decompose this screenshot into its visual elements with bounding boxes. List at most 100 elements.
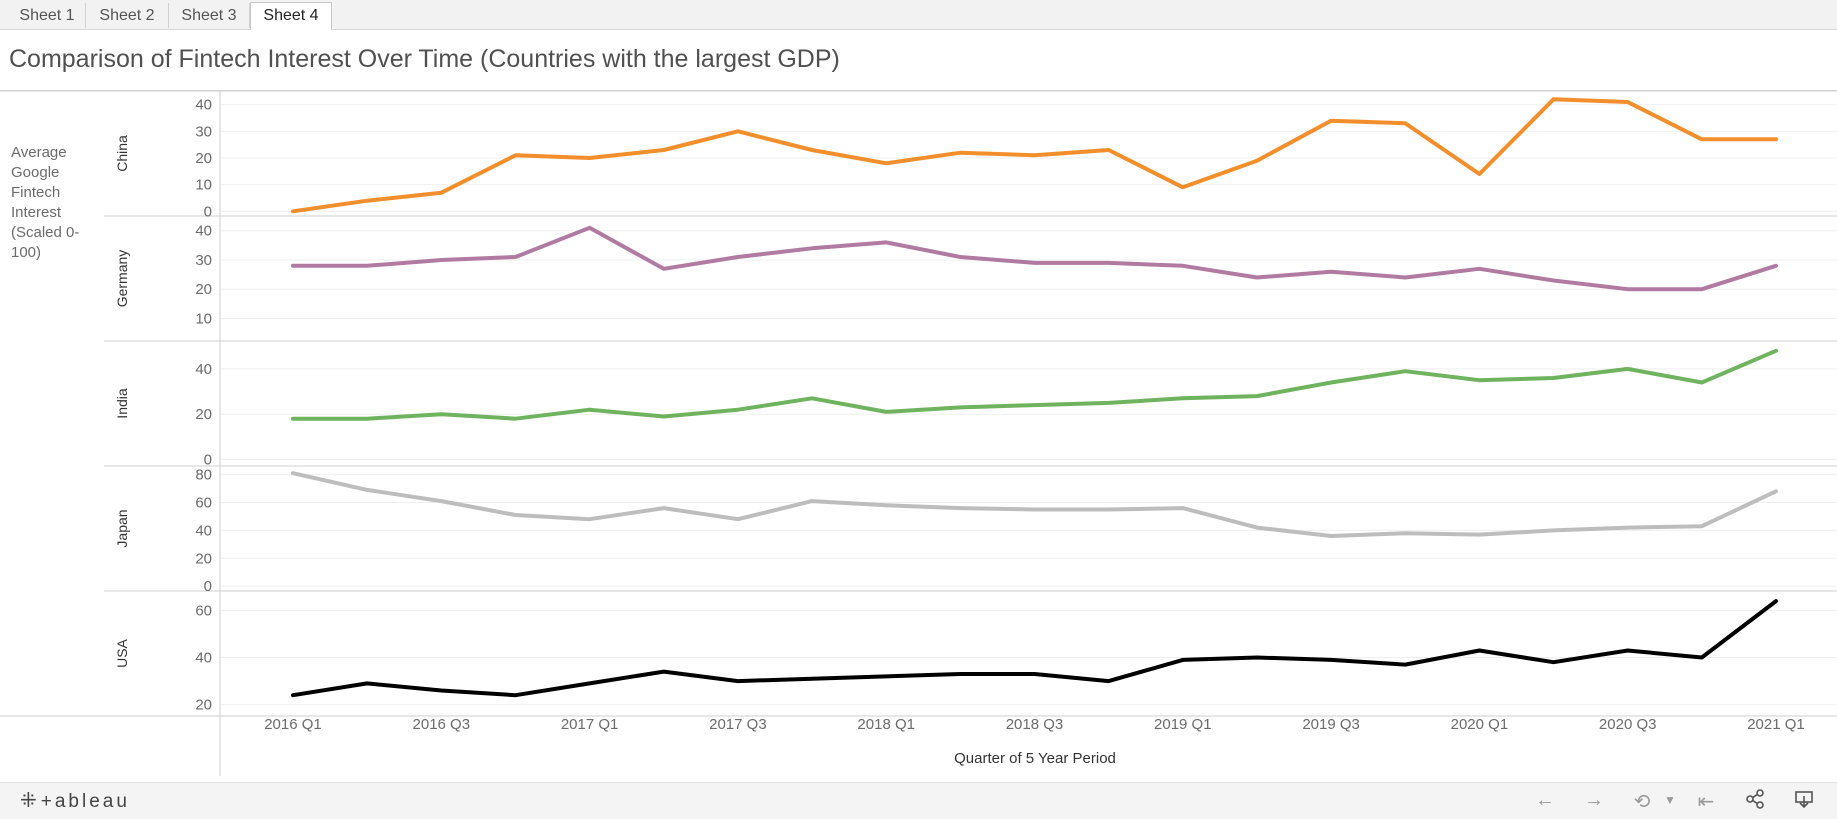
data-point-germany[interactable]	[1697, 284, 1707, 294]
data-point-germany[interactable]	[1400, 273, 1410, 283]
data-point-japan[interactable]	[955, 503, 965, 513]
data-point-china[interactable]	[807, 145, 817, 155]
data-point-japan[interactable]	[1178, 503, 1188, 513]
data-point-germany[interactable]	[1623, 284, 1633, 294]
data-point-china[interactable]	[511, 150, 521, 160]
data-point-usa[interactable]	[1326, 655, 1336, 665]
data-point-india[interactable]	[362, 414, 372, 424]
data-point-japan[interactable]	[1400, 528, 1410, 538]
tab-sheet-3[interactable]: Sheet 3	[169, 3, 250, 28]
data-point-india[interactable]	[1474, 375, 1484, 385]
data-point-china[interactable]	[288, 206, 298, 216]
data-point-usa[interactable]	[1771, 596, 1781, 606]
data-point-india[interactable]	[659, 412, 669, 422]
series-line-japan[interactable]	[291, 471, 1778, 538]
series-line-usa[interactable]	[291, 599, 1778, 698]
data-point-india[interactable]	[585, 405, 595, 415]
reset-icon[interactable]: ⇤	[1697, 791, 1715, 813]
tab-sheet-4[interactable]: Sheet 4	[250, 2, 332, 30]
tab-sheet-1[interactable]: Sheet 1	[9, 3, 86, 28]
data-point-japan[interactable]	[807, 496, 817, 506]
data-point-usa[interactable]	[1104, 676, 1114, 686]
data-point-japan[interactable]	[1252, 523, 1262, 533]
data-point-china[interactable]	[362, 196, 372, 206]
data-point-china[interactable]	[1104, 145, 1114, 155]
data-point-china[interactable]	[659, 145, 669, 155]
data-point-china[interactable]	[1400, 118, 1410, 128]
data-point-india[interactable]	[1326, 378, 1336, 388]
data-point-japan[interactable]	[585, 514, 595, 524]
data-point-japan[interactable]	[881, 500, 891, 510]
data-point-india[interactable]	[881, 407, 891, 417]
data-point-india[interactable]	[1252, 391, 1262, 401]
data-point-usa[interactable]	[1549, 657, 1559, 667]
data-point-usa[interactable]	[1030, 669, 1040, 679]
data-point-germany[interactable]	[1326, 267, 1336, 277]
data-point-germany[interactable]	[807, 243, 817, 253]
data-point-germany[interactable]	[1474, 264, 1484, 274]
data-point-germany[interactable]	[881, 237, 891, 247]
data-point-usa[interactable]	[1400, 660, 1410, 670]
series-line-china[interactable]	[291, 97, 1778, 214]
download-icon[interactable]	[1792, 789, 1816, 815]
data-point-germany[interactable]	[362, 261, 372, 271]
data-point-japan[interactable]	[1474, 530, 1484, 540]
data-point-japan[interactable]	[1697, 521, 1707, 531]
series-line-germany[interactable]	[291, 225, 1778, 292]
data-point-india[interactable]	[1400, 366, 1410, 376]
data-point-germany[interactable]	[1178, 261, 1188, 271]
data-point-china[interactable]	[436, 188, 446, 198]
data-point-china[interactable]	[881, 158, 891, 168]
data-point-germany[interactable]	[1104, 258, 1114, 268]
data-point-germany[interactable]	[585, 223, 595, 233]
data-point-usa[interactable]	[436, 686, 446, 696]
data-point-china[interactable]	[1474, 169, 1484, 179]
data-point-india[interactable]	[1104, 398, 1114, 408]
data-point-usa[interactable]	[288, 690, 298, 700]
data-point-germany[interactable]	[1771, 261, 1781, 271]
data-point-japan[interactable]	[659, 503, 669, 513]
series-line-india[interactable]	[291, 348, 1778, 421]
data-point-china[interactable]	[1623, 97, 1633, 107]
data-point-china[interactable]	[1252, 156, 1262, 166]
data-point-india[interactable]	[807, 393, 817, 403]
dropdown-icon[interactable]: ▼	[1664, 793, 1676, 807]
redo-icon[interactable]: →	[1584, 789, 1604, 811]
data-point-usa[interactable]	[1178, 655, 1188, 665]
data-point-india[interactable]	[436, 409, 446, 419]
data-point-india[interactable]	[1697, 378, 1707, 388]
data-point-germany[interactable]	[288, 261, 298, 271]
tableau-logo[interactable]: ⁜ +ableau	[20, 788, 130, 813]
data-point-usa[interactable]	[733, 676, 743, 686]
data-point-usa[interactable]	[881, 671, 891, 681]
data-point-japan[interactable]	[362, 485, 372, 495]
data-point-japan[interactable]	[1549, 525, 1559, 535]
data-point-germany[interactable]	[1252, 273, 1262, 283]
data-point-germany[interactable]	[955, 252, 965, 262]
data-point-germany[interactable]	[436, 255, 446, 265]
data-point-india[interactable]	[1623, 364, 1633, 374]
data-point-china[interactable]	[1697, 134, 1707, 144]
revert-icon[interactable]: ⟲	[1633, 791, 1651, 813]
data-point-usa[interactable]	[955, 669, 965, 679]
data-point-china[interactable]	[733, 126, 743, 136]
data-point-germany[interactable]	[511, 252, 521, 262]
data-point-germany[interactable]	[659, 264, 669, 274]
data-point-india[interactable]	[511, 414, 521, 424]
data-point-usa[interactable]	[807, 674, 817, 684]
data-point-germany[interactable]	[1549, 276, 1559, 286]
data-point-japan[interactable]	[1326, 531, 1336, 541]
data-point-usa[interactable]	[1623, 646, 1633, 656]
undo-icon[interactable]: ←	[1535, 789, 1555, 811]
data-point-india[interactable]	[733, 405, 743, 415]
data-point-india[interactable]	[288, 414, 298, 424]
share-icon[interactable]	[1743, 789, 1767, 815]
data-point-china[interactable]	[1549, 94, 1559, 104]
data-point-china[interactable]	[955, 148, 965, 158]
data-point-germany[interactable]	[1030, 258, 1040, 268]
data-point-usa[interactable]	[362, 678, 372, 688]
data-point-india[interactable]	[1178, 393, 1188, 403]
data-point-germany[interactable]	[733, 252, 743, 262]
data-point-japan[interactable]	[511, 510, 521, 520]
data-point-japan[interactable]	[1623, 523, 1633, 533]
